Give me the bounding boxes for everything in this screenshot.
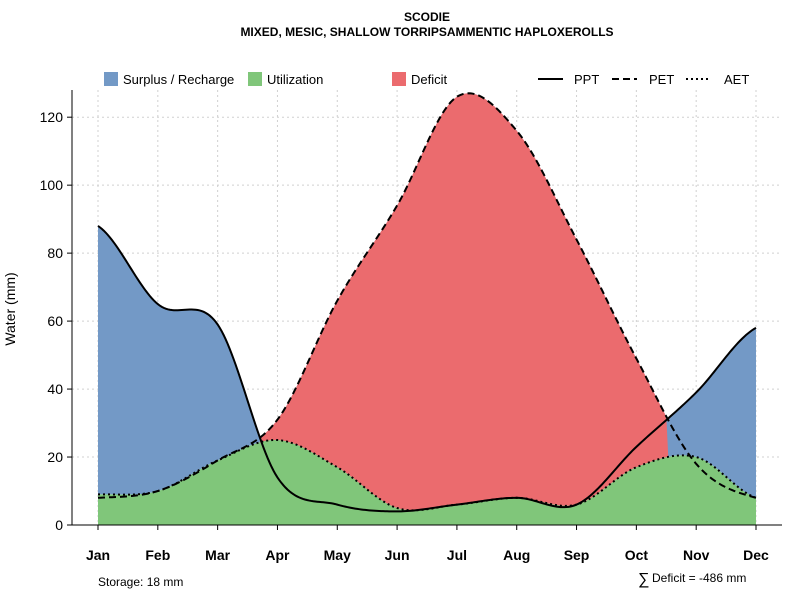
storage-note: Storage: 18 mm <box>98 575 183 589</box>
y-tick-label: 120 <box>40 109 64 125</box>
area-deficit <box>98 93 756 511</box>
legend-label-pet: PET <box>649 72 674 87</box>
y-tick-label: 80 <box>47 245 63 261</box>
x-tick-label-nov: Nov <box>683 547 710 563</box>
x-tick-label-may: May <box>324 547 351 563</box>
legend-swatch-surplus <box>104 72 118 86</box>
y-tick-label: 60 <box>47 313 63 329</box>
x-tick-label-jan: Jan <box>86 547 110 563</box>
line-pet <box>97 92 757 499</box>
chart-subtitle: MIXED, MESIC, SHALLOW TORRIPSAMMENTIC HA… <box>240 25 613 39</box>
y-tick-label: 0 <box>55 517 63 533</box>
legend: Surplus / Recharge Utilization Deficit P… <box>104 72 749 87</box>
x-tick-label-apr: Apr <box>265 547 290 563</box>
x-tick-label-dec: Dec <box>743 547 769 563</box>
x-tick-label-mar: Mar <box>205 547 230 563</box>
area-utilization <box>98 439 756 525</box>
legend-label-ppt: PPT <box>574 72 599 87</box>
legend-swatch-utilization <box>248 72 262 86</box>
x-tick-label-feb: Feb <box>145 547 170 563</box>
legend-swatch-deficit <box>392 72 406 86</box>
x-tick-label-aug: Aug <box>503 547 530 563</box>
axes: 0 20 40 60 80 100 120 Jan Feb Mar Apr May Jun Jul Aug S… <box>40 90 782 563</box>
y-tick-label: 20 <box>47 449 63 465</box>
y-axis-label: Water (mm) <box>2 272 18 345</box>
x-tick-label-jul: Jul <box>447 547 467 563</box>
legend-label-utilization: Utilization <box>267 72 323 87</box>
legend-label-surplus: Surplus / Recharge <box>123 72 234 87</box>
y-tick-label: 100 <box>40 177 64 193</box>
x-tick-label-sep: Sep <box>564 547 590 563</box>
x-tick-label-oct: Oct <box>625 547 649 563</box>
legend-label-aet: AET <box>724 72 749 87</box>
sum-symbol: ∑ <box>638 571 649 588</box>
series-lines <box>97 92 757 513</box>
legend-label-deficit: Deficit <box>411 72 448 87</box>
line-ppt <box>97 225 757 513</box>
y-tick-label: 40 <box>47 381 63 397</box>
x-tick-label-jun: Jun <box>385 547 410 563</box>
areas <box>98 93 756 525</box>
deficit-note: Deficit = -486 mm <box>652 571 746 585</box>
chart-title: SCODIE <box>404 10 450 24</box>
